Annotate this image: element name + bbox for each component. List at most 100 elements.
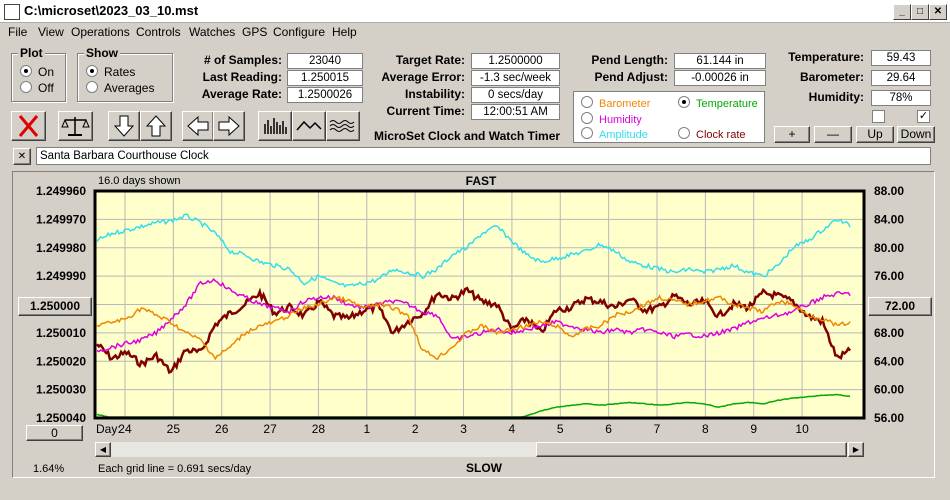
minimize-button[interactable]: _ — [893, 4, 911, 20]
day-tick-label: 6 — [605, 422, 612, 436]
close-window-button[interactable]: ✕ — [929, 4, 947, 20]
series-humidity — [96, 277, 851, 353]
scrollbar-thumb[interactable] — [536, 442, 847, 457]
day-tick-label: 2 — [412, 422, 419, 436]
zigzag-icon — [296, 120, 322, 131]
left-tick-label: 1.250030 — [36, 383, 86, 397]
down-arrow-button[interactable] — [108, 111, 140, 141]
menu-file[interactable]: File — [8, 25, 28, 39]
day-tick-label: 9 — [750, 422, 757, 436]
x-axis-ticks: 24 25 26 27 28 1 2 3 4 5 6 7 8 9 10 — [118, 422, 809, 436]
show-averages-radio[interactable]: Averages — [86, 81, 154, 95]
watch-name-field[interactable]: Santa Barbara Courthouse Clock — [36, 147, 931, 165]
scroll-up-button[interactable]: Up — [856, 126, 894, 143]
bars-icon — [264, 118, 287, 134]
show-rates-radio[interactable]: Rates — [86, 65, 135, 79]
app-icon — [4, 4, 20, 20]
humidity-radio[interactable]: Humidity — [581, 112, 642, 126]
radio-empty-icon — [581, 127, 593, 139]
pend-adjust-label: Pend Adjust: — [594, 70, 668, 84]
menu-operations[interactable]: Operations — [71, 25, 130, 39]
day-tick-label: 28 — [312, 422, 326, 436]
current-time-label: Current Time: — [386, 104, 465, 118]
menu-view[interactable]: View — [38, 25, 64, 39]
right-tick-label: 60.00 — [874, 383, 904, 397]
day-tick-label: 26 — [215, 422, 229, 436]
left-arrow-button[interactable] — [182, 111, 214, 141]
amplitude-radio[interactable]: Amplitude — [581, 127, 648, 141]
samples-label: # of Samples: — [203, 53, 282, 67]
up-arrow-button[interactable] — [140, 111, 172, 141]
samples-value: 23040 — [287, 53, 363, 69]
scroll-down-button[interactable]: Down — [897, 126, 935, 143]
left-tick-label: 1.250040 — [36, 411, 86, 425]
barometer-radio[interactable]: Barometer — [581, 96, 650, 110]
horizontal-scrollbar[interactable]: ◀ ▶ — [95, 442, 864, 457]
pend-length-value: 61.144 in — [674, 53, 766, 69]
wave-graph-button[interactable] — [326, 111, 360, 141]
data-lines — [96, 213, 852, 418]
temperature-label: Temperature: — [788, 50, 864, 64]
plot-on-radio[interactable]: On — [20, 65, 54, 79]
pend-adjust-value: -0.00026 in — [674, 70, 766, 86]
offset-button[interactable]: 0 — [26, 425, 83, 441]
temperature-value: 59.43 — [871, 50, 931, 66]
radio-selected-icon — [678, 96, 690, 108]
radio-empty-icon — [86, 81, 98, 93]
right-axis-center-button[interactable]: 72.00 — [868, 297, 932, 316]
clock-rate-radio[interactable]: Clock rate — [678, 127, 746, 141]
right-tick-label: 84.00 — [874, 212, 904, 226]
stop-button[interactable] — [11, 111, 46, 141]
balance-button[interactable] — [58, 111, 93, 141]
current-time-value: 12:00:51 AM — [471, 104, 560, 120]
menu-controls[interactable]: Controls — [136, 25, 181, 39]
right-arrow-button[interactable] — [213, 111, 245, 141]
radio-empty-icon — [581, 112, 593, 124]
plot-off-radio[interactable]: Off — [20, 81, 54, 95]
right-tick-label: 64.00 — [874, 354, 904, 368]
left-tick-label: 1.249960 — [36, 184, 86, 198]
left-axis-center-button[interactable]: 1.250000 — [18, 297, 92, 316]
last-reading-label: Last Reading: — [202, 70, 282, 84]
app-name-label: MicroSet Clock and Watch Timer — [374, 129, 561, 143]
zoom-in-button[interactable]: + — [774, 126, 810, 143]
average-error-value: -1.3 sec/week — [471, 70, 560, 86]
day-tick-label: 10 — [795, 422, 809, 436]
checkbox-right[interactable]: ✓ — [917, 110, 930, 123]
radio-empty-icon — [678, 127, 690, 139]
instability-value: 0 secs/day — [471, 87, 560, 103]
radio-empty-icon — [581, 96, 593, 108]
scroll-left-button[interactable]: ◀ — [95, 442, 111, 457]
zoom-out-button[interactable]: — — [814, 126, 852, 143]
checkbox-left[interactable] — [872, 110, 885, 123]
menu-help[interactable]: Help — [332, 25, 357, 39]
left-tick-label: 1.249990 — [36, 269, 86, 283]
day-tick-label: 24 — [118, 422, 132, 436]
line-graph-button[interactable] — [292, 111, 326, 141]
left-tick-label: 1.250020 — [36, 354, 86, 368]
scroll-right-button[interactable]: ▶ — [848, 442, 864, 457]
barometer-value: 29.64 — [871, 70, 931, 86]
radio-selected-icon — [86, 65, 98, 77]
red-x-icon — [18, 115, 39, 137]
clear-watch-button[interactable]: ✕ — [13, 148, 31, 165]
average-rate-label: Average Rate: — [201, 87, 282, 101]
percent-label: 1.64% — [33, 463, 64, 475]
menu-gps[interactable]: GPS — [242, 25, 268, 39]
temperature-radio[interactable]: Temperature — [678, 96, 758, 110]
show-group: Show Rates Averages — [77, 46, 173, 102]
maximize-button[interactable]: □ — [911, 4, 929, 20]
menu-bar: File View Operations Controls Watches GP… — [0, 23, 950, 41]
days-shown-label: 16.0 days shown — [98, 175, 181, 187]
menu-configure[interactable]: Configure — [273, 25, 326, 39]
average-error-label: Average Error: — [381, 70, 465, 84]
left-tick-label: 1.250010 — [36, 326, 86, 340]
last-reading-value: 1.250015 — [287, 70, 363, 86]
series-temperature — [96, 213, 851, 288]
histogram-button[interactable] — [258, 111, 292, 141]
menu-watches[interactable]: Watches — [189, 25, 236, 39]
day-tick-label: 1 — [363, 422, 370, 436]
average-rate-value: 1.2500026 — [287, 87, 363, 103]
series-barometer — [96, 294, 851, 361]
